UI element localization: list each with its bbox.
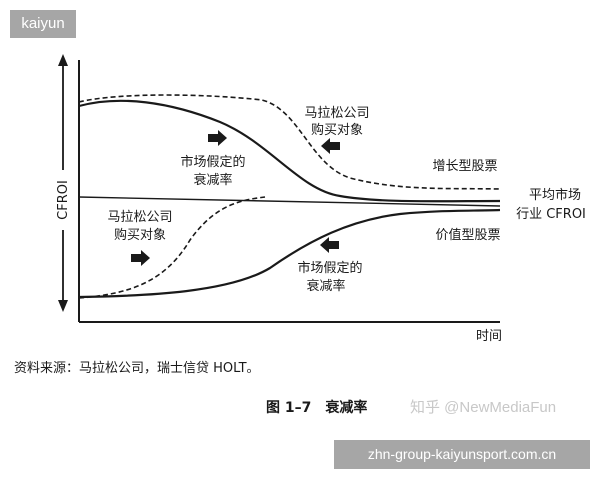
value-dashed-curve xyxy=(78,196,266,299)
cfroi-double-arrow: CFROI xyxy=(56,54,71,312)
growth-stock-label: 增长型股票 xyxy=(432,159,497,174)
arrow-left-top-icon xyxy=(321,138,340,154)
arrow-right-top-icon xyxy=(208,130,227,146)
x-axis-label: 时间 xyxy=(476,329,502,344)
mars-bottom-label-2: 购买对象 xyxy=(114,227,166,243)
mars-bottom-label-1: 马拉松公司 xyxy=(107,210,172,225)
figure-caption: 图 1–7 衰减率 xyxy=(266,399,367,416)
fade-bottom-label-2: 衰减率 xyxy=(306,278,345,294)
top-watermark-badge: kaiyun xyxy=(10,10,76,38)
mars-top-label-1: 马拉松公司 xyxy=(304,106,369,121)
arrow-left-bottom-icon xyxy=(320,237,339,253)
average-label-2: 行业 CFROI xyxy=(516,207,586,222)
arrow-down-icon xyxy=(58,300,68,312)
growth-solid-curve xyxy=(78,99,501,203)
mars-top-label-2: 购买对象 xyxy=(311,122,363,138)
source-note: 资料来源：马拉松公司，瑞士信贷 HOLT。 xyxy=(14,361,260,376)
y-axis-label: CFROI xyxy=(56,180,71,220)
bottom-url-badge: zhn-group-kaiyunsport.com.cn xyxy=(334,440,590,469)
arrow-up-icon xyxy=(58,54,68,66)
fade-top-label-1: 市场假定的 xyxy=(180,154,245,170)
average-cfroi-line xyxy=(78,196,501,207)
fade-top-label-2: 衰减率 xyxy=(193,172,232,188)
value-solid-curve xyxy=(78,208,501,299)
arrow-right-bottom-icon xyxy=(131,250,150,266)
growth-dashed-curve xyxy=(78,94,501,190)
value-stock-label: 价值型股票 xyxy=(435,227,500,243)
watermark: 知乎 @NewMediaFun xyxy=(410,399,556,416)
axes xyxy=(78,60,500,323)
average-label-1: 平均市场 xyxy=(529,187,581,203)
fade-bottom-label-1: 市场假定的 xyxy=(297,260,362,276)
